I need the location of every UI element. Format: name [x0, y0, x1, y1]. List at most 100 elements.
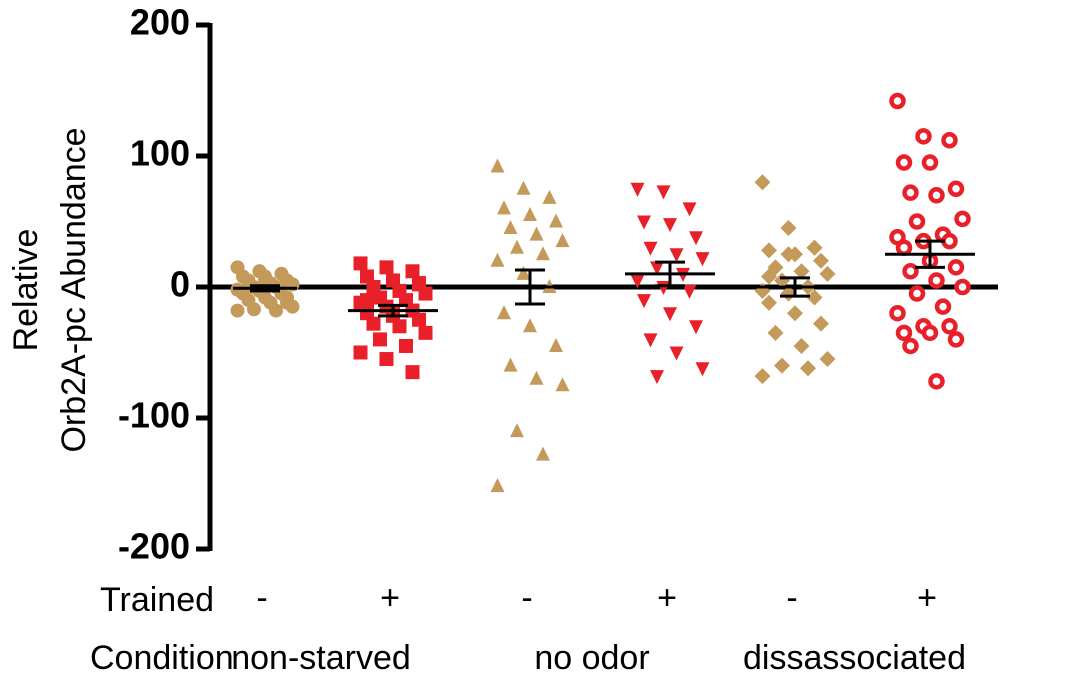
dot: [941, 318, 958, 335]
dot: [947, 259, 965, 276]
dot: [780, 246, 797, 263]
dot: [767, 324, 784, 341]
dot: [650, 370, 664, 385]
dot: [555, 377, 570, 392]
dot: [928, 187, 945, 204]
dot: [497, 305, 511, 320]
dot: [366, 316, 381, 331]
dot: [669, 248, 684, 263]
dot: [230, 303, 245, 318]
condition-value: no odor: [534, 639, 649, 677]
dot: [490, 252, 505, 267]
dot: [761, 294, 777, 311]
dot: [258, 272, 272, 287]
dot: [889, 304, 906, 322]
dot: [516, 265, 531, 280]
dot: [689, 320, 703, 335]
dot: [379, 352, 394, 367]
dot: [928, 373, 945, 390]
dot: [947, 331, 965, 348]
dot: [806, 239, 823, 256]
dot: [895, 239, 913, 256]
dot: [523, 206, 537, 221]
dot: [503, 357, 518, 372]
dot: [793, 337, 810, 354]
trained-value: +: [657, 579, 677, 617]
dot: [813, 315, 829, 332]
dot: [793, 263, 810, 280]
dot: [247, 302, 261, 317]
dot: [941, 132, 958, 149]
dot: [754, 174, 771, 191]
dot: [928, 272, 945, 289]
dot: [902, 184, 919, 201]
dot: [399, 338, 413, 353]
dot: [663, 307, 677, 322]
dot: [405, 264, 420, 279]
dot: [954, 278, 971, 296]
y-tick-label: -100: [118, 395, 190, 436]
dot: [536, 246, 550, 261]
trained-label: Trained: [100, 581, 214, 619]
dot: [490, 158, 505, 173]
dot: [934, 298, 952, 315]
dot: [941, 232, 958, 250]
condition-value: non-starved: [231, 639, 411, 677]
dot: [418, 325, 433, 340]
dot: [503, 220, 518, 235]
dot: [274, 266, 289, 281]
dot: [813, 252, 829, 269]
dot: [637, 215, 651, 230]
dot: [689, 231, 703, 246]
dot: [549, 337, 563, 352]
dot: [663, 218, 677, 233]
dot: [921, 324, 939, 342]
dot: [555, 233, 570, 248]
dot: [921, 154, 939, 171]
dot: [490, 478, 505, 493]
dot: [902, 337, 919, 355]
dot: [510, 423, 524, 438]
dot: [954, 210, 971, 228]
dot: [656, 185, 671, 200]
dot: [510, 239, 524, 254]
dot: [497, 200, 511, 215]
dot: [695, 362, 710, 377]
y-tick-label: 100: [130, 133, 190, 174]
condition-value: dissassociated: [743, 639, 966, 677]
y-tick-label: 0: [170, 264, 190, 305]
dot: [774, 357, 790, 374]
condition-label: Condition: [90, 639, 234, 677]
dot: [915, 128, 932, 145]
trained-value: +: [917, 579, 937, 617]
dot: [902, 263, 919, 280]
dot: [669, 346, 684, 361]
dot: [695, 252, 710, 267]
dot: [819, 351, 836, 368]
dot: [761, 268, 777, 285]
dot: [761, 242, 777, 259]
dot: [353, 256, 368, 271]
dot: [536, 446, 550, 461]
dot: [269, 303, 283, 318]
dot: [682, 284, 697, 299]
dot: [360, 293, 374, 308]
dot: [643, 333, 658, 348]
dot: [549, 213, 563, 228]
dot: [819, 265, 836, 282]
dot: [806, 289, 823, 306]
dot: [412, 277, 426, 292]
y-tick-label: 200: [130, 2, 190, 43]
dot: [280, 295, 294, 310]
dot: [630, 182, 645, 197]
dot: [516, 180, 531, 195]
dot: [412, 312, 426, 327]
dot: [379, 260, 394, 275]
dot: [889, 92, 906, 110]
trained-value: +: [380, 579, 400, 617]
y-label-line1: Relative: [7, 229, 45, 352]
dot: [529, 370, 544, 385]
dot: [643, 241, 658, 256]
dot: [682, 202, 697, 217]
dot: [637, 294, 651, 309]
